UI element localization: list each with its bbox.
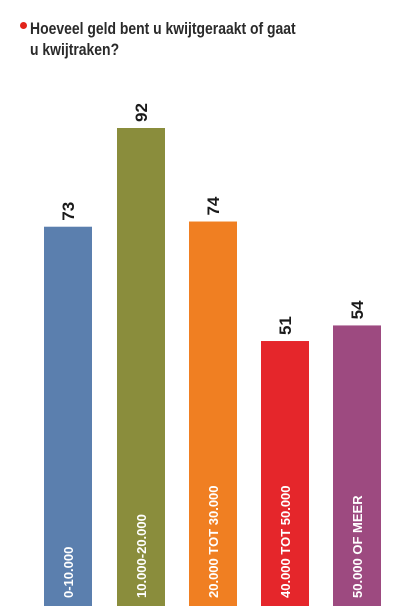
bar-1 <box>44 226 92 606</box>
chart-title: Hoeveel geld bent u kwijtgeraakt of gaat… <box>30 19 296 59</box>
bar-2 <box>117 128 165 606</box>
bar-3 <box>189 221 237 607</box>
value-label-1: 73 <box>59 202 78 221</box>
bar-5 <box>333 325 381 606</box>
category-label-1: 0-10.000 <box>61 547 76 598</box>
bar-4 <box>261 341 309 606</box>
value-label-2: 92 <box>132 103 151 122</box>
title-bullet <box>20 22 27 29</box>
value-label-5: 54 <box>348 300 367 319</box>
category-label-2: 10.000-20.000 <box>134 514 149 598</box>
value-label-3: 74 <box>204 196 223 215</box>
value-label-4: 51 <box>276 316 295 335</box>
category-label-3: 20.000 TOT 30.000 <box>206 485 221 598</box>
category-label-5: 50.000 OF MEER <box>350 495 365 598</box>
category-label-4: 40.000 TOT 50.000 <box>278 485 293 598</box>
